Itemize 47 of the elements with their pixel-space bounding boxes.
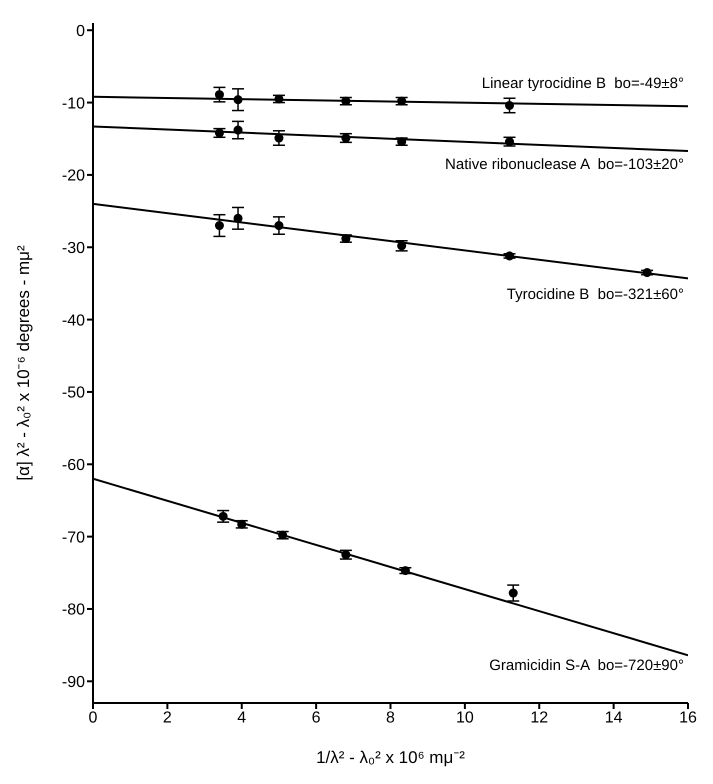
point <box>274 221 284 230</box>
y-tick-label: -90 <box>62 674 86 691</box>
y-tick-label: -50 <box>62 384 86 402</box>
point <box>218 512 228 521</box>
y-tick-label: -40 <box>62 312 86 330</box>
point <box>341 96 350 106</box>
x-tick-label: 4 <box>237 709 246 726</box>
y-tick-label: -60 <box>62 456 86 474</box>
annotation: Linear tyrocidine B bo=-49±8° <box>482 75 684 92</box>
point <box>508 588 518 598</box>
x-tick-label: 10 <box>456 709 474 726</box>
y-tick-label: -30 <box>62 240 86 257</box>
point <box>274 94 284 104</box>
point <box>234 95 243 104</box>
annotation: Gramicidin S-A bo=-720±90° <box>489 657 684 674</box>
point <box>642 268 652 278</box>
point <box>397 96 406 106</box>
point <box>214 221 224 230</box>
y-tick-label: -80 <box>62 602 86 619</box>
x-tick-label: 8 <box>386 709 396 726</box>
y-axis-title: [α] λ² - λ₀² x 10⁻⁶ degrees - mμ² <box>14 245 34 481</box>
x-tick-label: 12 <box>530 709 548 726</box>
x-tick-label: 2 <box>162 709 172 726</box>
point <box>234 126 243 135</box>
point <box>341 234 350 244</box>
point <box>397 241 406 250</box>
annotation: Tyrocidine B bo=-321±60° <box>506 286 684 303</box>
point <box>214 128 224 138</box>
x-tick-label: 0 <box>88 709 98 726</box>
point <box>504 251 514 260</box>
y-tick-label: 0 <box>76 22 86 40</box>
point <box>341 550 350 560</box>
point <box>400 566 410 576</box>
y-tick-label: -70 <box>62 529 86 546</box>
y-tick-label: -20 <box>62 168 86 185</box>
point <box>504 100 514 110</box>
x-tick-label: 6 <box>312 709 321 726</box>
annotation: Native ribonuclease A bo=-103±20° <box>445 156 684 173</box>
y-tick-label: -10 <box>62 95 86 112</box>
x-tick-label: 14 <box>604 709 623 726</box>
point <box>234 214 243 223</box>
point <box>341 134 350 143</box>
x-tick-label: 16 <box>679 709 697 726</box>
x-axis-title: 1/λ² - λ₀² x 10⁶ mμ⁻² <box>316 748 466 767</box>
point <box>397 137 406 146</box>
point <box>278 530 288 540</box>
point <box>237 520 246 529</box>
